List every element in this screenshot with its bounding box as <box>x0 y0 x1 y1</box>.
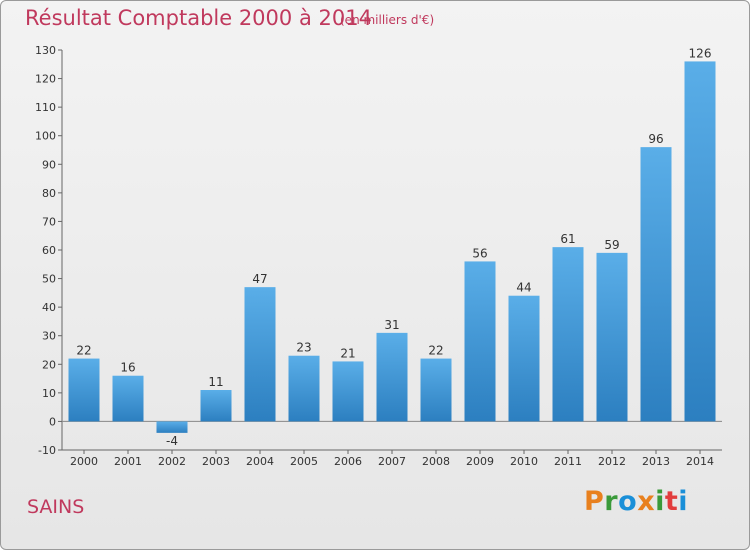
chart-title: Résultat Comptable 2000 à 2014 <box>25 6 372 30</box>
data-label: -4 <box>166 434 178 448</box>
bar <box>684 61 716 422</box>
logo-letter: r <box>604 486 619 517</box>
bar <box>640 147 672 422</box>
y-tick-label: 80 <box>42 187 56 200</box>
x-tick-label: 2007 <box>378 455 406 468</box>
bar <box>464 261 496 422</box>
y-tick-label: 20 <box>42 358 56 371</box>
data-label: 126 <box>689 46 712 60</box>
label-layer: 22 16 -4 11 47 23 21 31 22 56 44 61 59 96 126 <box>76 46 711 447</box>
data-label: 47 <box>252 272 267 286</box>
bar <box>112 375 144 422</box>
proxiti-logo[interactable]: Proxiti <box>584 486 688 517</box>
bar <box>244 287 276 422</box>
bar <box>552 247 584 422</box>
x-tick-label: 2005 <box>290 455 318 468</box>
x-tick-label: 2006 <box>334 455 362 468</box>
x-tick-label: 2000 <box>70 455 98 468</box>
chart-unit: (en milliers d'€) <box>340 13 435 27</box>
y-tick-label: 120 <box>35 73 56 86</box>
y-tick-label: 70 <box>42 215 56 228</box>
y-tick-label: 60 <box>42 244 56 257</box>
logo-letter: i <box>655 486 665 517</box>
data-label: 96 <box>648 132 663 146</box>
logo-letter: x <box>637 486 656 517</box>
data-label: 23 <box>296 341 311 355</box>
x-tick-label: 2012 <box>598 455 626 468</box>
bar <box>376 332 408 422</box>
y-tick-label: 110 <box>35 101 56 114</box>
x-tick-label: 2013 <box>642 455 670 468</box>
bar <box>288 355 320 422</box>
x-tick-label: 2011 <box>554 455 582 468</box>
bar <box>596 252 628 422</box>
x-tick-label: 2002 <box>158 455 186 468</box>
x-tick-label: 2009 <box>466 455 494 468</box>
bar <box>332 361 364 422</box>
data-label: 59 <box>604 238 619 252</box>
bar <box>508 295 540 422</box>
data-label: 11 <box>208 375 223 389</box>
logo-letter: o <box>618 486 638 517</box>
data-label: 21 <box>340 346 355 360</box>
bar <box>420 358 452 422</box>
data-label: 56 <box>472 246 487 260</box>
data-label: 31 <box>384 318 399 332</box>
y-tick-label: 10 <box>42 387 56 400</box>
x-tick-label: 2008 <box>422 455 450 468</box>
data-label: 61 <box>560 232 575 246</box>
commune-name: SAINS <box>27 496 85 518</box>
x-tick-label: 2010 <box>510 455 538 468</box>
x-tick-label: 2014 <box>686 455 714 468</box>
bar <box>156 421 188 433</box>
bar <box>200 390 232 422</box>
y-tick-label: 0 <box>49 415 56 428</box>
logo-letter: i <box>678 486 689 517</box>
logo-letter: P <box>584 486 605 517</box>
y-tick-label: 50 <box>42 273 56 286</box>
y-tick-label: 100 <box>35 130 56 143</box>
x-tick-label: 2004 <box>246 455 274 468</box>
data-label: 22 <box>428 344 443 358</box>
bar-layer <box>68 61 716 433</box>
y-tick-label: 90 <box>42 158 56 171</box>
x-tick-label: 2001 <box>114 455 142 468</box>
y-tick-label: 30 <box>42 330 56 343</box>
data-label: 22 <box>76 344 91 358</box>
y-tick-label: -10 <box>38 444 56 457</box>
y-tick-label: 130 <box>35 44 56 57</box>
data-label: 44 <box>516 281 531 295</box>
bar <box>68 358 100 422</box>
logo-letter: t <box>664 486 679 517</box>
data-label: 16 <box>120 361 135 375</box>
x-tick-label: 2003 <box>202 455 230 468</box>
y-tick-label: 40 <box>42 301 56 314</box>
